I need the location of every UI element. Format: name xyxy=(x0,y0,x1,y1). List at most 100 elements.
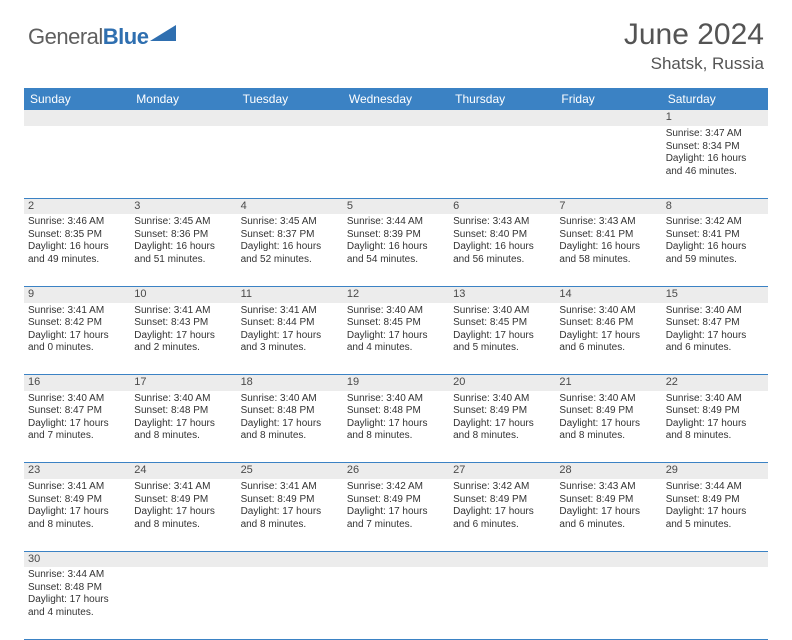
day-info-line: and 5 minutes. xyxy=(453,342,551,355)
day-info-line: Sunset: 8:49 PM xyxy=(134,494,232,507)
day-content-cell: Sunrise: 3:40 AMSunset: 8:49 PMDaylight:… xyxy=(555,391,661,463)
day-number-cell xyxy=(24,110,130,126)
day-content-cell xyxy=(449,126,555,198)
day-content-cell xyxy=(237,126,343,198)
day-number-cell: 12 xyxy=(343,286,449,302)
day-content-cell xyxy=(662,567,768,639)
day-info-line: Sunrise: 3:41 AM xyxy=(241,481,339,494)
day-content-cell xyxy=(343,567,449,639)
weekday-header: Tuesday xyxy=(237,88,343,110)
logo-text-general: General xyxy=(28,24,103,50)
day-content-cell: Sunrise: 3:43 AMSunset: 8:41 PMDaylight:… xyxy=(555,214,661,286)
day-content-cell: Sunrise: 3:41 AMSunset: 8:49 PMDaylight:… xyxy=(130,479,236,551)
day-info-line: Sunset: 8:48 PM xyxy=(347,405,445,418)
day-info-line: Daylight: 17 hours xyxy=(28,418,126,431)
day-number-cell: 9 xyxy=(24,286,130,302)
day-number-cell xyxy=(555,551,661,567)
day-info-line: Sunset: 8:49 PM xyxy=(28,494,126,507)
day-content-row: Sunrise: 3:41 AMSunset: 8:42 PMDaylight:… xyxy=(24,303,768,375)
day-info-line: and 51 minutes. xyxy=(134,254,232,267)
day-number-cell: 26 xyxy=(343,463,449,479)
day-info-line: Sunrise: 3:40 AM xyxy=(241,393,339,406)
day-info-line: Daylight: 16 hours xyxy=(453,241,551,254)
day-info-line: Sunset: 8:49 PM xyxy=(453,494,551,507)
day-info-line: Sunset: 8:43 PM xyxy=(134,317,232,330)
day-info-line: Daylight: 17 hours xyxy=(134,506,232,519)
day-info-line: Sunrise: 3:40 AM xyxy=(453,305,551,318)
day-info-line: and 8 minutes. xyxy=(134,519,232,532)
day-number-cell xyxy=(130,551,236,567)
day-info-line: Sunrise: 3:40 AM xyxy=(134,393,232,406)
day-number-row: 1 xyxy=(24,110,768,126)
day-content-cell xyxy=(130,567,236,639)
day-content-cell: Sunrise: 3:40 AMSunset: 8:45 PMDaylight:… xyxy=(449,303,555,375)
day-info-line: Sunrise: 3:42 AM xyxy=(666,216,764,229)
day-info-line: and 59 minutes. xyxy=(666,254,764,267)
day-info-line: Sunset: 8:46 PM xyxy=(559,317,657,330)
weekday-header: Wednesday xyxy=(343,88,449,110)
day-content-cell: Sunrise: 3:46 AMSunset: 8:35 PMDaylight:… xyxy=(24,214,130,286)
day-info-line: and 6 minutes. xyxy=(559,519,657,532)
day-info-line: Sunset: 8:47 PM xyxy=(666,317,764,330)
header: GeneralBlue June 2024 Shatsk, Russia xyxy=(0,0,792,84)
day-number-cell xyxy=(449,110,555,126)
day-content-cell: Sunrise: 3:40 AMSunset: 8:46 PMDaylight:… xyxy=(555,303,661,375)
day-info-line: and 6 minutes. xyxy=(559,342,657,355)
day-number-cell: 7 xyxy=(555,198,661,214)
day-info-line: Daylight: 16 hours xyxy=(559,241,657,254)
day-info-line: Sunrise: 3:40 AM xyxy=(559,393,657,406)
day-content-cell: Sunrise: 3:43 AMSunset: 8:40 PMDaylight:… xyxy=(449,214,555,286)
day-info-line: Sunrise: 3:40 AM xyxy=(347,305,445,318)
day-content-cell: Sunrise: 3:41 AMSunset: 8:43 PMDaylight:… xyxy=(130,303,236,375)
logo-triangle-icon xyxy=(150,23,176,41)
day-info-line: Daylight: 16 hours xyxy=(666,241,764,254)
day-content-cell: Sunrise: 3:42 AMSunset: 8:49 PMDaylight:… xyxy=(343,479,449,551)
day-number-cell: 18 xyxy=(237,375,343,391)
day-content-cell: Sunrise: 3:40 AMSunset: 8:48 PMDaylight:… xyxy=(343,391,449,463)
day-info-line: and 8 minutes. xyxy=(28,519,126,532)
day-content-cell xyxy=(555,126,661,198)
day-info-line: and 8 minutes. xyxy=(241,430,339,443)
day-content-cell: Sunrise: 3:41 AMSunset: 8:42 PMDaylight:… xyxy=(24,303,130,375)
day-info-line: Daylight: 17 hours xyxy=(453,330,551,343)
day-info-line: Sunset: 8:49 PM xyxy=(559,405,657,418)
weekday-header-row: Sunday Monday Tuesday Wednesday Thursday… xyxy=(24,88,768,110)
day-content-cell: Sunrise: 3:40 AMSunset: 8:49 PMDaylight:… xyxy=(662,391,768,463)
day-info-line: Sunrise: 3:44 AM xyxy=(666,481,764,494)
day-info-line: and 4 minutes. xyxy=(28,607,126,620)
day-content-cell xyxy=(343,126,449,198)
day-content-cell: Sunrise: 3:40 AMSunset: 8:47 PMDaylight:… xyxy=(24,391,130,463)
day-info-line: and 8 minutes. xyxy=(453,430,551,443)
day-number-cell xyxy=(555,110,661,126)
day-number-cell: 5 xyxy=(343,198,449,214)
day-number-cell xyxy=(343,110,449,126)
day-info-line: and 8 minutes. xyxy=(241,519,339,532)
day-info-line: Sunrise: 3:44 AM xyxy=(347,216,445,229)
day-number-cell: 22 xyxy=(662,375,768,391)
day-number-cell: 19 xyxy=(343,375,449,391)
day-info-line: Sunset: 8:49 PM xyxy=(241,494,339,507)
day-info-line: Sunset: 8:42 PM xyxy=(28,317,126,330)
day-info-line: Sunset: 8:45 PM xyxy=(347,317,445,330)
day-content-cell: Sunrise: 3:45 AMSunset: 8:36 PMDaylight:… xyxy=(130,214,236,286)
day-info-line: and 56 minutes. xyxy=(453,254,551,267)
day-info-line: Daylight: 17 hours xyxy=(28,506,126,519)
day-content-cell: Sunrise: 3:40 AMSunset: 8:45 PMDaylight:… xyxy=(343,303,449,375)
day-content-cell: Sunrise: 3:45 AMSunset: 8:37 PMDaylight:… xyxy=(237,214,343,286)
day-info-line: Sunset: 8:40 PM xyxy=(453,229,551,242)
title-block: June 2024 Shatsk, Russia xyxy=(624,18,764,74)
day-info-line: Daylight: 17 hours xyxy=(666,330,764,343)
day-info-line: Daylight: 16 hours xyxy=(666,153,764,166)
weekday-header: Thursday xyxy=(449,88,555,110)
day-info-line: Sunset: 8:44 PM xyxy=(241,317,339,330)
day-number-cell: 21 xyxy=(555,375,661,391)
day-number-cell: 23 xyxy=(24,463,130,479)
day-info-line: and 52 minutes. xyxy=(241,254,339,267)
day-info-line: and 5 minutes. xyxy=(666,519,764,532)
day-info-line: and 6 minutes. xyxy=(666,342,764,355)
day-info-line: Sunset: 8:36 PM xyxy=(134,229,232,242)
day-number-cell xyxy=(662,551,768,567)
day-content-cell: Sunrise: 3:42 AMSunset: 8:49 PMDaylight:… xyxy=(449,479,555,551)
calendar-table: Sunday Monday Tuesday Wednesday Thursday… xyxy=(24,88,768,640)
day-info-line: Sunrise: 3:47 AM xyxy=(666,128,764,141)
